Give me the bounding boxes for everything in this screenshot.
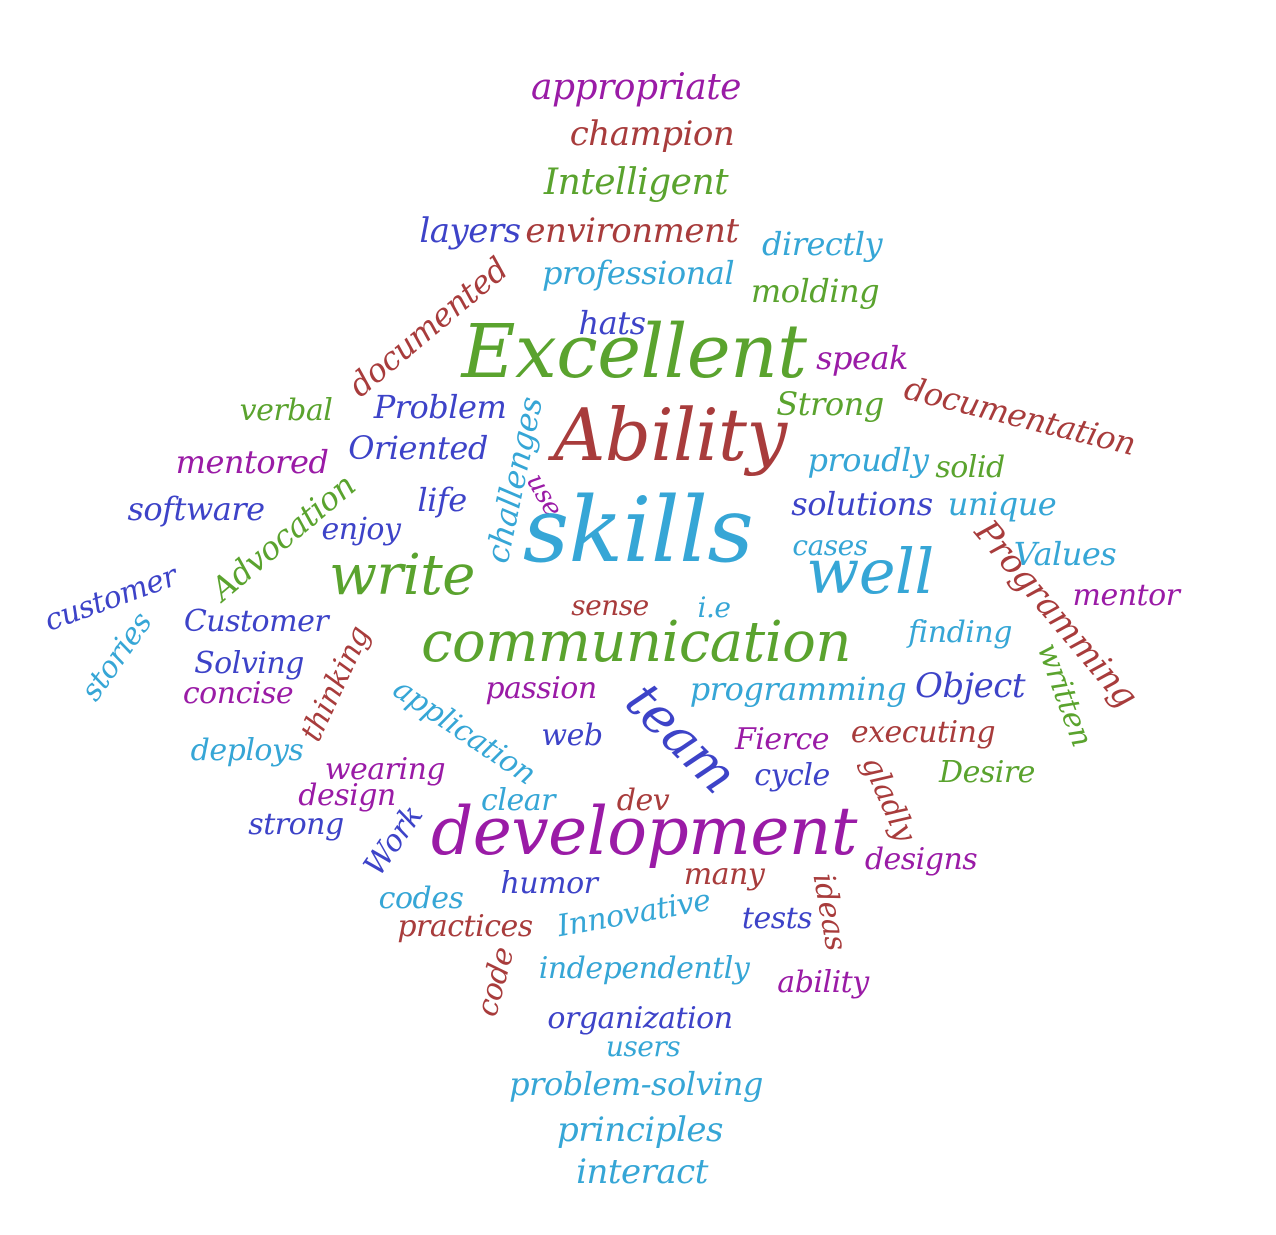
word-mentor: mentor bbox=[1072, 578, 1180, 613]
word-development: development bbox=[431, 793, 857, 870]
word-codes: codes bbox=[378, 881, 464, 916]
word-values: Values bbox=[1013, 535, 1117, 573]
word-web: web bbox=[541, 718, 603, 753]
word-organization: organization bbox=[547, 1001, 733, 1036]
word-gladly: gladly bbox=[854, 750, 923, 847]
word-object: Object bbox=[914, 666, 1026, 706]
word-humor: humor bbox=[500, 866, 599, 901]
word-professional: professional bbox=[541, 254, 735, 292]
word-solutions: solutions bbox=[791, 485, 933, 523]
word-fierce: Fierce bbox=[734, 722, 830, 757]
word-problem-solving: problem-solving bbox=[509, 1065, 763, 1103]
word-speak: speak bbox=[816, 339, 908, 377]
word-desire: Desire bbox=[939, 755, 1035, 790]
word-finding: finding bbox=[908, 615, 1012, 650]
word-customer-capital: Customer bbox=[183, 604, 329, 639]
word-cases: cases bbox=[792, 529, 868, 562]
word-problem: Problem bbox=[373, 388, 507, 426]
word-tests: tests bbox=[741, 901, 813, 936]
word-programming: programming bbox=[689, 670, 907, 708]
word-ability-large: Ability bbox=[553, 393, 787, 477]
word-mentored: mentored bbox=[175, 443, 329, 481]
word-ie: i.e bbox=[697, 591, 731, 624]
word-life: life bbox=[417, 481, 467, 519]
word-dev: dev bbox=[616, 783, 670, 818]
word-oriented: Oriented bbox=[348, 429, 488, 467]
word-write: write bbox=[329, 543, 475, 608]
word-hats: hats bbox=[578, 304, 646, 342]
word-practices: practices bbox=[397, 909, 533, 944]
word-wearing: wearing bbox=[324, 752, 446, 787]
word-intelligent: Intelligent bbox=[543, 162, 729, 203]
word-software: software bbox=[127, 490, 265, 528]
word-strong: strong bbox=[248, 807, 344, 842]
word-molding: molding bbox=[750, 272, 880, 310]
word-appropriate: appropriate bbox=[531, 67, 741, 108]
word-thinking: thinking bbox=[293, 620, 378, 747]
word-communication: communication bbox=[421, 610, 851, 675]
word-sense: sense bbox=[571, 589, 649, 622]
word-layers: layers bbox=[419, 211, 521, 251]
word-many: many bbox=[683, 857, 765, 892]
word-designs: designs bbox=[864, 842, 978, 877]
word-passion: passion bbox=[485, 671, 597, 706]
word-principles: principles bbox=[557, 1110, 723, 1150]
word-concise: concise bbox=[182, 676, 294, 711]
word-code: code bbox=[469, 943, 522, 1021]
word-solving: Solving bbox=[194, 646, 304, 681]
word-verbal: verbal bbox=[239, 393, 333, 428]
word-ability-small: ability bbox=[777, 965, 869, 1000]
word-deploys: deploys bbox=[190, 733, 304, 768]
word-customer-lower: customer bbox=[39, 558, 182, 639]
word-ideas: ideas bbox=[805, 870, 854, 954]
word-documentation: documentation bbox=[900, 368, 1140, 464]
word-proudly: proudly bbox=[807, 441, 929, 479]
word-strong-capital: Strong bbox=[776, 385, 884, 423]
word-environment: environment bbox=[525, 211, 739, 251]
word-well: well bbox=[806, 535, 934, 608]
word-executing: executing bbox=[850, 715, 996, 750]
word-cycle: cycle bbox=[754, 758, 830, 793]
word-skills: skills bbox=[522, 478, 754, 583]
word-design: design bbox=[298, 778, 396, 813]
word-unique: unique bbox=[947, 485, 1057, 523]
word-independently: independently bbox=[538, 951, 750, 986]
word-directly: directly bbox=[761, 225, 883, 263]
word-enjoy: enjoy bbox=[321, 512, 401, 547]
word-solid: solid bbox=[935, 450, 1005, 485]
word-clear: clear bbox=[481, 783, 555, 818]
word-users: users bbox=[605, 1030, 681, 1063]
word-champion: champion bbox=[569, 114, 735, 154]
word-interact: interact bbox=[576, 1152, 708, 1192]
word-excellent: Excellent bbox=[461, 309, 807, 395]
